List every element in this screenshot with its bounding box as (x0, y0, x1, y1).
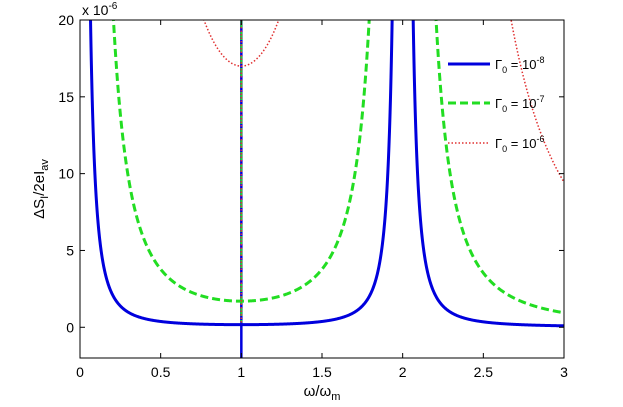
y-axis-label: ΔSI/2eIav (31, 159, 51, 219)
y-tick-label: 10 (58, 166, 74, 182)
legend-label-gamma-1e-6: Γ0 = 10-6 (495, 134, 544, 154)
plot-frame (79, 19, 565, 359)
x-tick-label: 0 (76, 364, 84, 380)
y-tick-label: 20 (58, 12, 74, 28)
y-exponent-label: x 10-6 (82, 1, 118, 18)
x-tick-label: 2.5 (474, 364, 494, 380)
x-tick-label: 3 (560, 364, 568, 380)
legend-entry-gamma-1e-6: Γ0 = 10-6 (448, 134, 544, 154)
x-tick-label: 2 (399, 364, 407, 380)
curves-layer (89, 20, 564, 358)
x-tick-label: 1 (237, 364, 245, 380)
series-line-2-right (510, 20, 564, 183)
series-line-0-right (411, 20, 564, 328)
x-axis-label: ω/ωm (304, 383, 341, 403)
x-axis-ticks: 0 0.5 1 1.5 2 2.5 3 (76, 20, 568, 380)
legend-label-gamma-1e-7: Γ0 = 10-7 (495, 94, 544, 114)
y-tick-label: 5 (66, 242, 74, 258)
x-tick-label: 1.5 (312, 364, 332, 380)
legend-entry-gamma-1e-7: Γ0 = 10-7 (448, 94, 544, 114)
series-line-1-right (434, 20, 564, 315)
y-tick-label: 0 (66, 319, 74, 335)
y-tick-label: 15 (58, 89, 74, 105)
legend-entry-gamma-1e-8: Γ0 = 10-8 (448, 55, 544, 75)
x-tick-label: 0.5 (151, 364, 171, 380)
y-axis-ticks: 0 5 10 15 20 (58, 12, 564, 335)
legend-label-gamma-1e-8: Γ0 = 10-8 (495, 55, 544, 75)
legend: Γ0 = 10-8 Γ0 = 10-7 Γ0 = 10-6 (448, 55, 544, 154)
